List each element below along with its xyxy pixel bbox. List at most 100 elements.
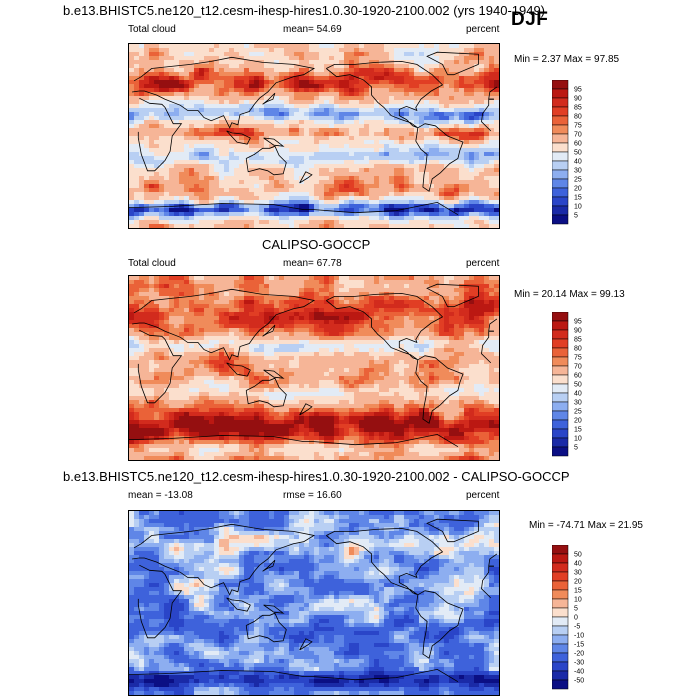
heatmap-cell: [269, 220, 275, 225]
heatmap-cell: [189, 80, 195, 85]
heatmap-cell: [229, 292, 235, 297]
heatmap-cell: [364, 356, 370, 361]
heatmap-cell: [399, 336, 405, 341]
heatmap-cell: [334, 180, 340, 185]
heatmap-cell: [314, 152, 320, 157]
heatmap-cell: [389, 316, 395, 321]
heatmap-cell: [399, 168, 405, 173]
heatmap-cell: [454, 60, 460, 65]
heatmap-cell: [364, 180, 370, 185]
heatmap-cell: [264, 216, 270, 221]
heatmap-cell: [359, 292, 365, 297]
heatmap-cell: [464, 352, 470, 357]
heatmap-cell: [409, 68, 415, 73]
heatmap-cell: [284, 192, 290, 197]
heatmap-cell: [339, 116, 345, 121]
heatmap-cell: [424, 196, 430, 201]
heatmap-cell: [359, 320, 365, 325]
heatmap-cell: [169, 124, 175, 129]
heatmap-cell: [259, 336, 265, 341]
heatmap-cell: [334, 352, 340, 357]
heatmap-cell: [489, 172, 495, 177]
heatmap-cell: [229, 124, 235, 129]
heatmap-cell: [174, 224, 180, 228]
heatmap-cell: [414, 92, 420, 97]
heatmap-cell: [489, 132, 495, 137]
heatmap-cell: [234, 156, 240, 161]
heatmap-cell: [314, 352, 320, 357]
heatmap-cell: [409, 288, 415, 293]
heatmap-cell: [319, 336, 325, 341]
heatmap-cell: [149, 176, 155, 181]
heatmap-cell: [269, 80, 275, 85]
heatmap-cell: [219, 304, 225, 309]
heatmap-cell: [464, 336, 470, 341]
heatmap-cell: [439, 176, 445, 181]
heatmap-cell: [489, 200, 495, 205]
heatmap-cell: [274, 72, 280, 77]
heatmap-cell: [144, 296, 150, 301]
heatmap-cell: [284, 168, 290, 173]
heatmap-cell: [344, 224, 350, 228]
heatmap-cell: [424, 188, 430, 193]
heatmap-cell: [339, 84, 345, 89]
heatmap-cell: [254, 316, 260, 321]
heatmap-cell: [439, 152, 445, 157]
heatmap-cell: [469, 316, 475, 321]
heatmap-cell: [169, 288, 175, 293]
heatmap-cell: [319, 296, 325, 301]
heatmap-cell: [434, 152, 440, 157]
heatmap-cell: [164, 200, 170, 205]
heatmap-cell: [419, 48, 425, 53]
heatmap-cell: [489, 92, 495, 97]
heatmap-cell: [184, 312, 190, 317]
heatmap-cell: [284, 312, 290, 317]
heatmap-cell: [389, 300, 395, 305]
heatmap-cell: [144, 164, 150, 169]
heatmap-cell: [249, 300, 255, 305]
heatmap-cell: [399, 116, 405, 121]
heatmap-cell: [244, 304, 250, 309]
heatmap-cell: [134, 124, 140, 129]
heatmap-cell: [429, 340, 435, 345]
heatmap-cell: [349, 300, 355, 305]
heatmap-cell: [324, 112, 330, 117]
heatmap-cell: [254, 300, 260, 305]
heatmap-cell: [329, 312, 335, 317]
heatmap-cell: [394, 96, 400, 101]
heatmap-cell: [274, 184, 280, 189]
heatmap-cell: [139, 356, 145, 361]
heatmap-cell: [344, 296, 350, 301]
heatmap-cell: [474, 204, 480, 209]
heatmap-cell: [419, 352, 425, 357]
heatmap-cell: [419, 284, 425, 289]
heatmap-cell: [184, 44, 190, 49]
heatmap-cell: [184, 208, 190, 213]
heatmap-cell: [254, 148, 260, 153]
heatmap-cell: [284, 172, 290, 177]
heatmap-cell: [444, 180, 450, 185]
heatmap-cell: [299, 200, 305, 205]
heatmap-cell: [419, 188, 425, 193]
heatmap-cell: [164, 92, 170, 97]
heatmap-cell: [484, 84, 490, 89]
heatmap-cell: [474, 196, 480, 201]
heatmap-cell: [139, 100, 145, 105]
heatmap-cell: [244, 164, 250, 169]
heatmap-cell: [344, 196, 350, 201]
heatmap-cell: [199, 308, 205, 313]
heatmap-cell: [494, 308, 499, 313]
heatmap-cell: [344, 276, 350, 281]
heatmap-cell: [309, 316, 315, 321]
heatmap-cell: [134, 84, 140, 89]
heatmap-cell: [294, 128, 300, 133]
heatmap-cell: [259, 200, 265, 205]
heatmap-cell: [214, 136, 220, 141]
heatmap-cell: [169, 116, 175, 121]
heatmap-cell: [174, 72, 180, 77]
heatmap-cell: [469, 308, 475, 313]
heatmap-cell: [269, 68, 275, 73]
heatmap-cell: [229, 208, 235, 213]
heatmap-cell: [439, 120, 445, 125]
heatmap-cell: [424, 124, 430, 129]
